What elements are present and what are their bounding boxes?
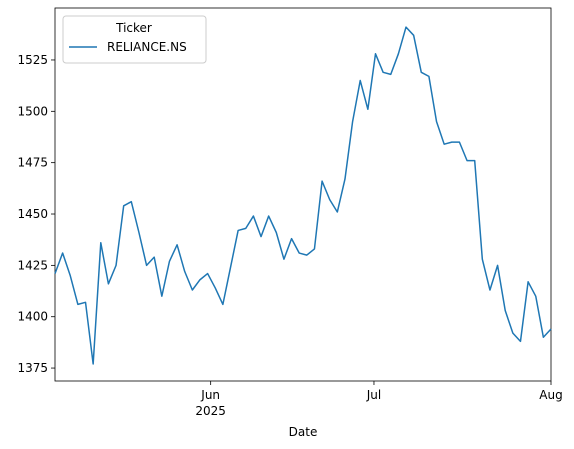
legend-title: Ticker — [115, 21, 152, 35]
y-tick-label: 1500 — [17, 104, 48, 118]
y-tick-label: 1450 — [17, 207, 48, 221]
plot-frame — [54, 7, 552, 382]
line-series — [54, 26, 552, 365]
x-tick-label: Aug — [539, 388, 562, 402]
y-tick-label: 1475 — [17, 156, 48, 170]
x-axis-label: Date — [289, 425, 318, 439]
legend-box — [62, 15, 207, 64]
x-tick-label: Jun — [200, 388, 220, 402]
y-tick-label: 1425 — [17, 258, 48, 272]
y-tick-label: 1375 — [17, 361, 48, 375]
y-tick-label: 1400 — [17, 310, 48, 324]
y-tick-label: 1525 — [17, 53, 48, 67]
legend-label: RELIANCE.NS — [107, 40, 187, 54]
x-tick-sublabel: 2025 — [195, 404, 226, 418]
x-tick-label: Jul — [366, 388, 381, 402]
